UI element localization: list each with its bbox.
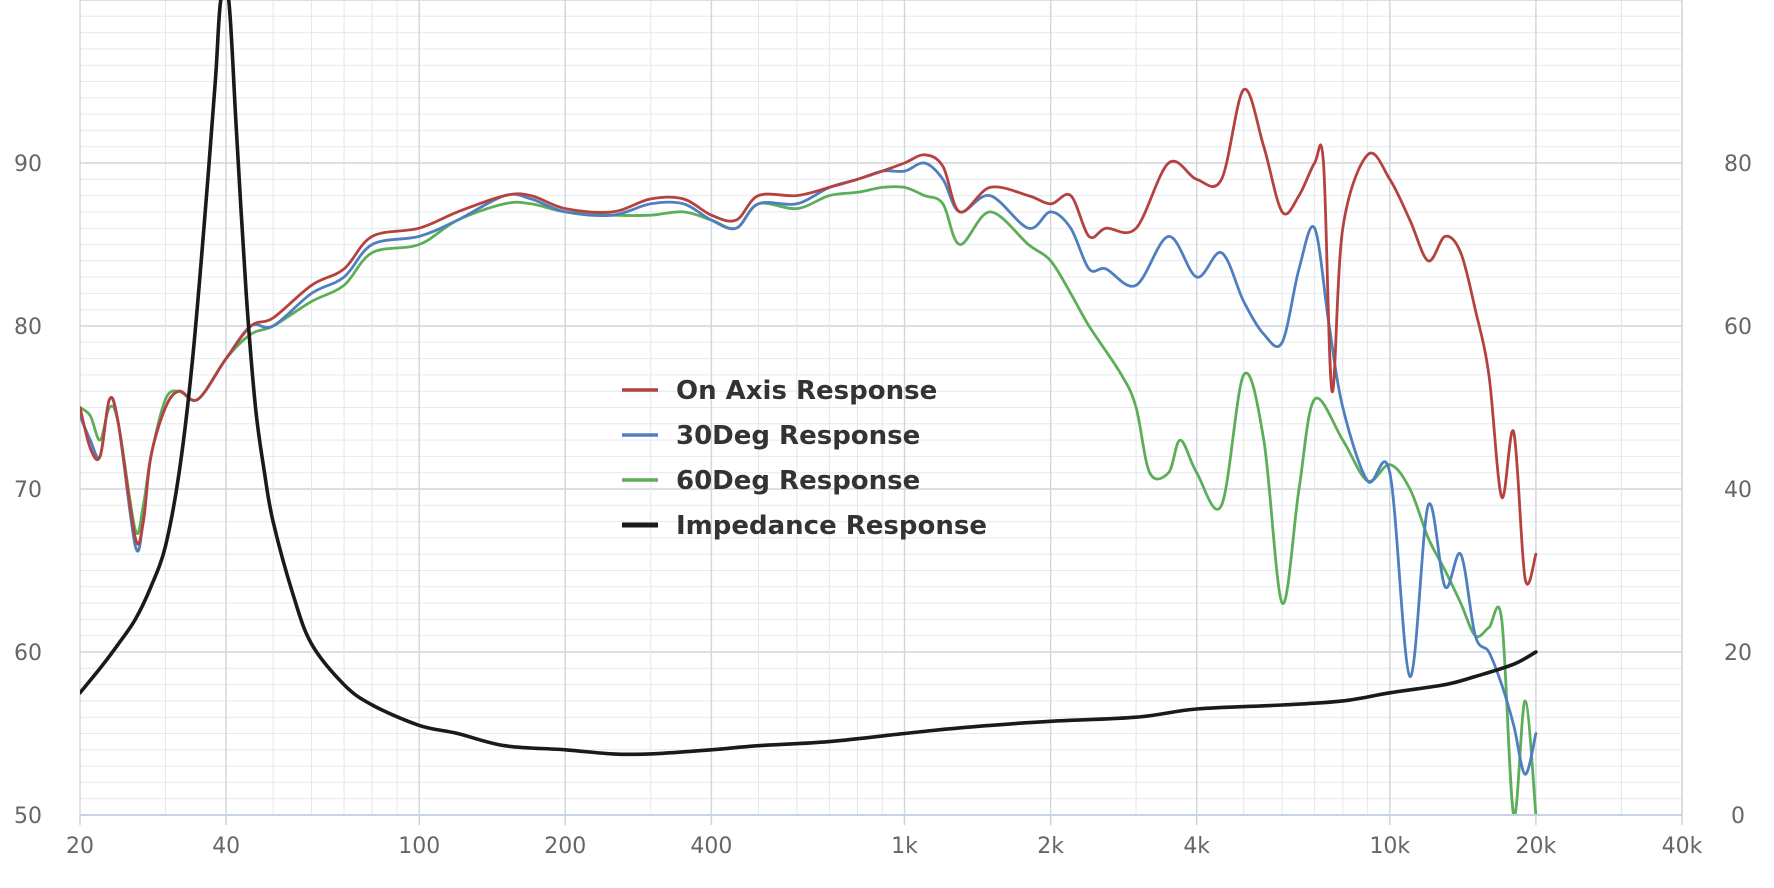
y-left-tick-label: 90 [14, 152, 42, 177]
y-right-tick-label: 20 [1724, 641, 1752, 666]
legend-entry: 60Deg Response [676, 466, 920, 496]
x-tick-label: 400 [690, 834, 732, 859]
x-tick-label: 2k [1037, 834, 1064, 859]
legend-entry: Impedance Response [676, 511, 987, 541]
y-right-tick-label: 60 [1724, 315, 1752, 340]
x-tick-label: 4k [1183, 834, 1210, 859]
x-tick-label: 1k [891, 834, 918, 859]
y-left-tick-label: 70 [14, 478, 42, 503]
y-right-tick-label: 0 [1731, 804, 1745, 829]
axes: 20 40 100 200 400 1k 2k 4k 10k 20k 40k 50 60 70 80 90 0 2… [14, 152, 1752, 859]
series-line-on-axis-response [80, 88, 1538, 586]
x-tick-label: 40 [212, 834, 240, 859]
x-tick-label: 40k [1662, 834, 1703, 859]
series-layer [80, 0, 1538, 815]
series-line-impedance-response [80, 0, 1538, 757]
y-left-tick-label: 50 [14, 804, 42, 829]
x-tick-label: 20 [66, 834, 94, 859]
x-tick-label: 200 [544, 834, 586, 859]
legend-entry: On Axis Response [676, 376, 937, 406]
legend-entry: 30Deg Response [676, 421, 920, 451]
x-tick-label: 10k [1369, 834, 1410, 859]
y-right-tick-label: 80 [1724, 152, 1752, 177]
x-tick-label: 20k [1516, 834, 1557, 859]
y-left-tick-label: 60 [14, 641, 42, 666]
legend: On Axis Response 30Deg Response 60Deg Resp… [622, 376, 987, 541]
x-tick-label: 100 [398, 834, 440, 859]
y-right-tick-label: 40 [1724, 478, 1752, 503]
y-left-tick-label: 80 [14, 315, 42, 340]
